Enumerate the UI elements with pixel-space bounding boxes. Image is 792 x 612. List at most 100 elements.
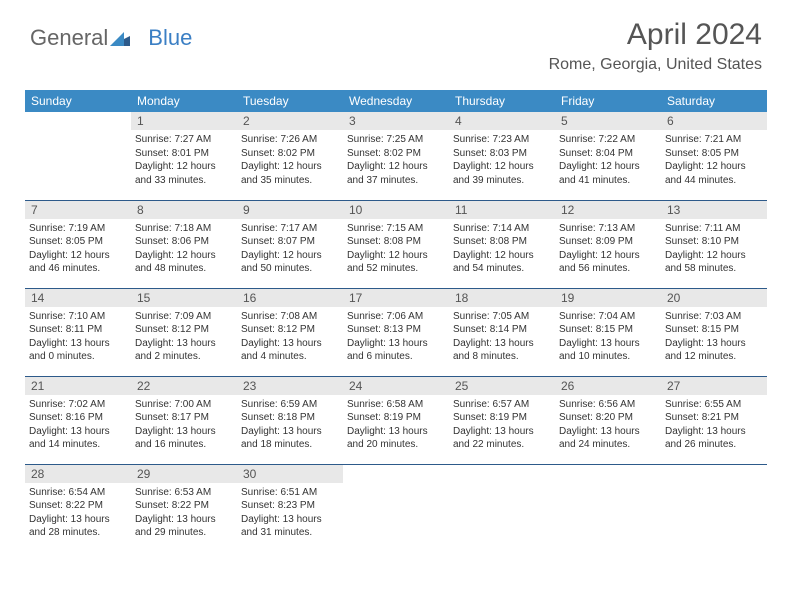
- calendar-cell: 5Sunrise: 7:22 AMSunset: 8:04 PMDaylight…: [555, 112, 661, 200]
- day-details: Sunrise: 7:10 AMSunset: 8:11 PMDaylight:…: [25, 307, 131, 367]
- title-block: April 2024 Rome, Georgia, United States: [549, 18, 762, 74]
- calendar-cell: 16Sunrise: 7:08 AMSunset: 8:12 PMDayligh…: [237, 288, 343, 376]
- day-number-empty: [449, 465, 555, 483]
- sunrise-line: Sunrise: 7:22 AM: [559, 133, 657, 147]
- daylight-line: Daylight: 13 hours and 14 minutes.: [29, 425, 127, 452]
- weekday-header: Friday: [555, 90, 661, 112]
- day-details: Sunrise: 7:15 AMSunset: 8:08 PMDaylight:…: [343, 219, 449, 279]
- calendar-body: 1Sunrise: 7:27 AMSunset: 8:01 PMDaylight…: [25, 112, 767, 552]
- day-number: 8: [131, 201, 237, 219]
- calendar-cell: 19Sunrise: 7:04 AMSunset: 8:15 PMDayligh…: [555, 288, 661, 376]
- day-number: 19: [555, 289, 661, 307]
- day-details: Sunrise: 7:00 AMSunset: 8:17 PMDaylight:…: [131, 395, 237, 455]
- calendar-cell: 29Sunrise: 6:53 AMSunset: 8:22 PMDayligh…: [131, 464, 237, 552]
- daylight-line: Daylight: 12 hours and 56 minutes.: [559, 249, 657, 276]
- sunrise-line: Sunrise: 7:23 AM: [453, 133, 551, 147]
- calendar-cell: [555, 464, 661, 552]
- sunrise-line: Sunrise: 6:56 AM: [559, 398, 657, 412]
- sunset-line: Sunset: 8:07 PM: [241, 235, 339, 249]
- day-number: 11: [449, 201, 555, 219]
- day-number: 17: [343, 289, 449, 307]
- calendar-cell: [661, 464, 767, 552]
- weekday-header-row: SundayMondayTuesdayWednesdayThursdayFrid…: [25, 90, 767, 112]
- calendar-cell: 12Sunrise: 7:13 AMSunset: 8:09 PMDayligh…: [555, 200, 661, 288]
- calendar-cell: 21Sunrise: 7:02 AMSunset: 8:16 PMDayligh…: [25, 376, 131, 464]
- day-details: Sunrise: 7:08 AMSunset: 8:12 PMDaylight:…: [237, 307, 343, 367]
- sunset-line: Sunset: 8:04 PM: [559, 147, 657, 161]
- daylight-line: Daylight: 12 hours and 52 minutes.: [347, 249, 445, 276]
- day-number: 1: [131, 112, 237, 130]
- header: General Blue April 2024 Rome, Georgia, U…: [0, 0, 792, 90]
- day-number: 3: [343, 112, 449, 130]
- calendar-cell: 2Sunrise: 7:26 AMSunset: 8:02 PMDaylight…: [237, 112, 343, 200]
- calendar-cell: 14Sunrise: 7:10 AMSunset: 8:11 PMDayligh…: [25, 288, 131, 376]
- weekday-header: Wednesday: [343, 90, 449, 112]
- daylight-line: Daylight: 12 hours and 48 minutes.: [135, 249, 233, 276]
- day-number: 7: [25, 201, 131, 219]
- sunrise-line: Sunrise: 7:11 AM: [665, 222, 763, 236]
- calendar-cell: 7Sunrise: 7:19 AMSunset: 8:05 PMDaylight…: [25, 200, 131, 288]
- daylight-line: Daylight: 13 hours and 10 minutes.: [559, 337, 657, 364]
- day-details: Sunrise: 6:57 AMSunset: 8:19 PMDaylight:…: [449, 395, 555, 455]
- calendar-row: 1Sunrise: 7:27 AMSunset: 8:01 PMDaylight…: [25, 112, 767, 200]
- sunset-line: Sunset: 8:20 PM: [559, 411, 657, 425]
- day-details: Sunrise: 6:59 AMSunset: 8:18 PMDaylight:…: [237, 395, 343, 455]
- sunset-line: Sunset: 8:21 PM: [665, 411, 763, 425]
- calendar-cell: [449, 464, 555, 552]
- day-details: Sunrise: 6:56 AMSunset: 8:20 PMDaylight:…: [555, 395, 661, 455]
- day-number: 27: [661, 377, 767, 395]
- calendar-cell: 17Sunrise: 7:06 AMSunset: 8:13 PMDayligh…: [343, 288, 449, 376]
- sunrise-line: Sunrise: 7:08 AM: [241, 310, 339, 324]
- calendar-table: SundayMondayTuesdayWednesdayThursdayFrid…: [25, 90, 767, 552]
- sunset-line: Sunset: 8:08 PM: [453, 235, 551, 249]
- calendar-cell: 25Sunrise: 6:57 AMSunset: 8:19 PMDayligh…: [449, 376, 555, 464]
- daylight-line: Daylight: 12 hours and 39 minutes.: [453, 160, 551, 187]
- daylight-line: Daylight: 13 hours and 4 minutes.: [241, 337, 339, 364]
- day-number: 5: [555, 112, 661, 130]
- sunset-line: Sunset: 8:03 PM: [453, 147, 551, 161]
- calendar-cell: 8Sunrise: 7:18 AMSunset: 8:06 PMDaylight…: [131, 200, 237, 288]
- calendar-cell: 13Sunrise: 7:11 AMSunset: 8:10 PMDayligh…: [661, 200, 767, 288]
- sunset-line: Sunset: 8:18 PM: [241, 411, 339, 425]
- calendar-cell: 28Sunrise: 6:54 AMSunset: 8:22 PMDayligh…: [25, 464, 131, 552]
- calendar-row: 21Sunrise: 7:02 AMSunset: 8:16 PMDayligh…: [25, 376, 767, 464]
- daylight-line: Daylight: 12 hours and 54 minutes.: [453, 249, 551, 276]
- sunset-line: Sunset: 8:08 PM: [347, 235, 445, 249]
- calendar-row: 14Sunrise: 7:10 AMSunset: 8:11 PMDayligh…: [25, 288, 767, 376]
- sunset-line: Sunset: 8:02 PM: [347, 147, 445, 161]
- logo-text-blue: Blue: [148, 25, 192, 51]
- calendar-cell: 22Sunrise: 7:00 AMSunset: 8:17 PMDayligh…: [131, 376, 237, 464]
- sunrise-line: Sunrise: 7:06 AM: [347, 310, 445, 324]
- weekday-header: Thursday: [449, 90, 555, 112]
- day-details: Sunrise: 7:04 AMSunset: 8:15 PMDaylight:…: [555, 307, 661, 367]
- day-number: 21: [25, 377, 131, 395]
- day-number-empty: [343, 465, 449, 483]
- day-number: 26: [555, 377, 661, 395]
- day-details: Sunrise: 7:19 AMSunset: 8:05 PMDaylight:…: [25, 219, 131, 279]
- sunset-line: Sunset: 8:12 PM: [135, 323, 233, 337]
- day-details: Sunrise: 7:17 AMSunset: 8:07 PMDaylight:…: [237, 219, 343, 279]
- day-details: Sunrise: 7:27 AMSunset: 8:01 PMDaylight:…: [131, 130, 237, 190]
- daylight-line: Daylight: 12 hours and 44 minutes.: [665, 160, 763, 187]
- day-number: 22: [131, 377, 237, 395]
- day-details: Sunrise: 7:26 AMSunset: 8:02 PMDaylight:…: [237, 130, 343, 190]
- calendar-cell: 4Sunrise: 7:23 AMSunset: 8:03 PMDaylight…: [449, 112, 555, 200]
- weekday-header: Saturday: [661, 90, 767, 112]
- calendar-cell: 6Sunrise: 7:21 AMSunset: 8:05 PMDaylight…: [661, 112, 767, 200]
- daylight-line: Daylight: 12 hours and 37 minutes.: [347, 160, 445, 187]
- calendar-cell: 9Sunrise: 7:17 AMSunset: 8:07 PMDaylight…: [237, 200, 343, 288]
- calendar-cell: 11Sunrise: 7:14 AMSunset: 8:08 PMDayligh…: [449, 200, 555, 288]
- daylight-line: Daylight: 13 hours and 2 minutes.: [135, 337, 233, 364]
- sunrise-line: Sunrise: 6:58 AM: [347, 398, 445, 412]
- day-details: Sunrise: 7:11 AMSunset: 8:10 PMDaylight:…: [661, 219, 767, 279]
- weekday-header: Tuesday: [237, 90, 343, 112]
- day-number: 25: [449, 377, 555, 395]
- day-details: Sunrise: 7:02 AMSunset: 8:16 PMDaylight:…: [25, 395, 131, 455]
- day-number: 18: [449, 289, 555, 307]
- day-details: Sunrise: 6:58 AMSunset: 8:19 PMDaylight:…: [343, 395, 449, 455]
- day-number: 16: [237, 289, 343, 307]
- logo: General Blue: [30, 25, 192, 51]
- day-details: Sunrise: 7:06 AMSunset: 8:13 PMDaylight:…: [343, 307, 449, 367]
- daylight-line: Daylight: 13 hours and 26 minutes.: [665, 425, 763, 452]
- logo-mark-icon: [110, 26, 130, 40]
